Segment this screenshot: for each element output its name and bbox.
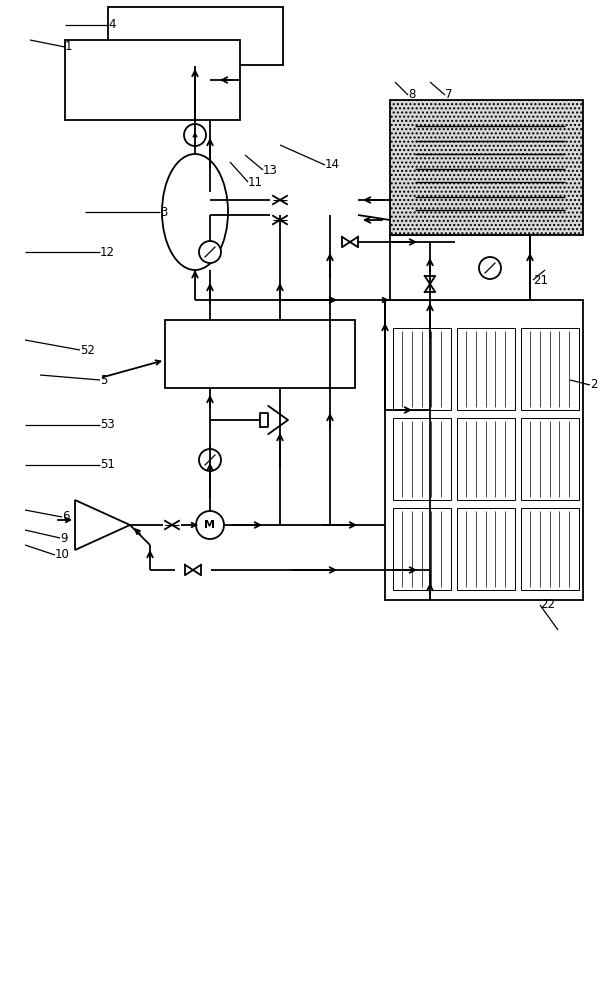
Text: 5: 5	[100, 373, 107, 386]
Text: M: M	[204, 520, 215, 530]
Text: 9: 9	[60, 532, 68, 544]
Text: 2: 2	[590, 378, 598, 391]
Text: 3: 3	[160, 206, 168, 219]
Circle shape	[196, 511, 224, 539]
Text: 6: 6	[62, 510, 69, 524]
Circle shape	[199, 449, 221, 471]
Ellipse shape	[162, 154, 228, 270]
Bar	[165, 320, 355, 388]
Bar	[457, 418, 515, 500]
Text: 7: 7	[445, 89, 452, 102]
Bar	[457, 328, 515, 410]
Text: 22: 22	[540, 598, 555, 611]
Text: 12: 12	[100, 245, 115, 258]
Text: 21: 21	[533, 273, 548, 286]
Bar	[457, 508, 515, 590]
Bar	[390, 100, 583, 235]
Text: 11: 11	[248, 176, 263, 188]
Circle shape	[184, 124, 206, 146]
Bar	[393, 418, 451, 500]
Bar	[393, 508, 451, 590]
Bar	[65, 40, 240, 120]
Circle shape	[479, 257, 501, 279]
Text: 14: 14	[325, 158, 340, 172]
Text: 1: 1	[65, 40, 72, 53]
Text: 8: 8	[408, 89, 415, 102]
Text: 4: 4	[108, 18, 116, 31]
Circle shape	[199, 241, 221, 263]
Text: 51: 51	[100, 458, 115, 472]
Bar	[390, 235, 530, 300]
Text: 13: 13	[263, 163, 278, 176]
Text: 53: 53	[100, 418, 115, 432]
Bar	[393, 328, 451, 410]
Text: 10: 10	[55, 548, 70, 562]
Bar	[521, 418, 579, 500]
Bar	[521, 328, 579, 410]
Bar	[385, 300, 583, 600]
Bar	[521, 508, 579, 590]
Text: 52: 52	[80, 344, 95, 357]
Bar	[108, 7, 283, 65]
